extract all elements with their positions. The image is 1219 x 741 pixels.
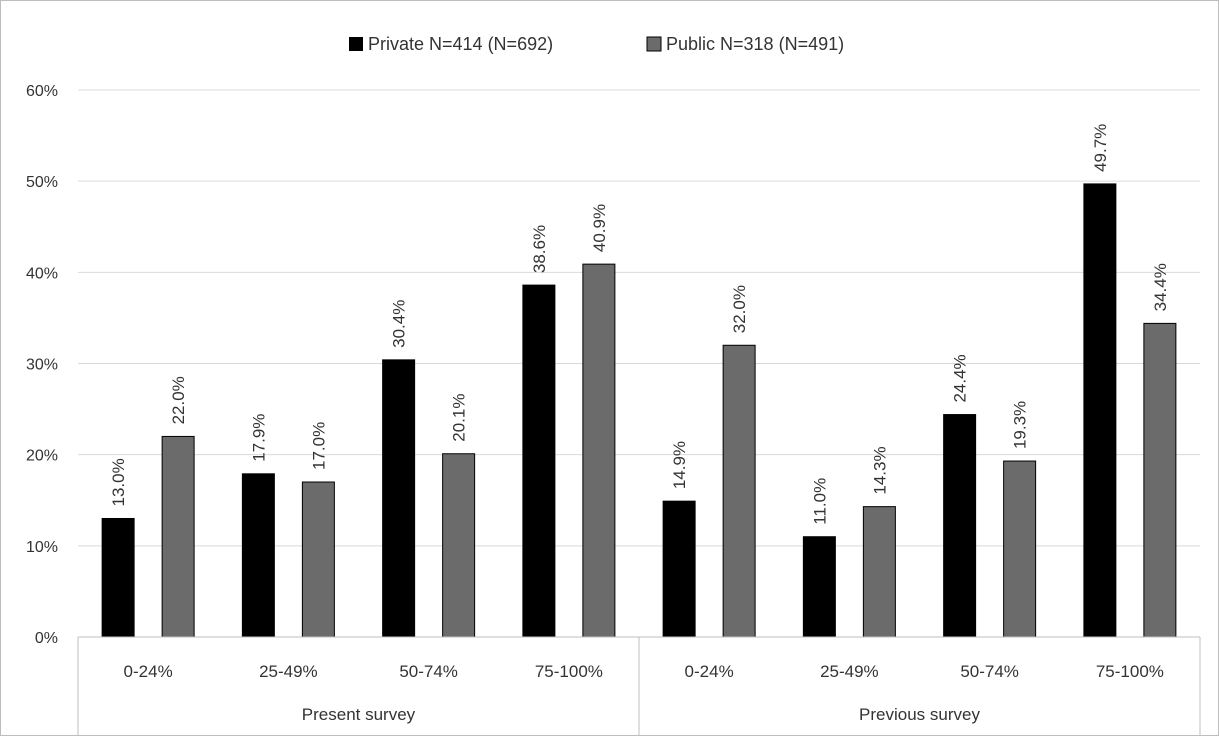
legend: Private N=414 (N=692) Public N=318 (N=49… — [349, 34, 844, 54]
data-label: 34.4% — [1151, 263, 1170, 311]
bars — [101, 183, 1177, 638]
group-label: Present survey — [302, 705, 416, 724]
x-tick-label: 50-74% — [960, 662, 1019, 681]
bar-public — [862, 506, 896, 638]
bar-public — [301, 481, 335, 638]
x-tick-label: 0-24% — [124, 662, 173, 681]
y-tick-label: 10% — [26, 539, 58, 556]
y-tick-label: 60% — [26, 83, 58, 100]
y-tick-label: 50% — [26, 174, 58, 191]
data-label: 14.3% — [870, 446, 889, 494]
data-label: 17.0% — [309, 422, 328, 470]
bar-private — [943, 414, 977, 638]
y-tick-label: 0% — [35, 630, 58, 647]
data-label: 19.3% — [1011, 401, 1030, 449]
bar-private — [522, 284, 556, 638]
bar-public — [161, 435, 195, 638]
y-tick-label: 30% — [26, 357, 58, 374]
x-tick-label: 75-100% — [535, 662, 603, 681]
data-labels: 13.0% 22.0% 17.9% 17.0% 30.4% 20.1% 38.6% 40.9%… — [109, 124, 1170, 525]
x-axis: 0-24% 25-49% 50-74% 75-100% 0-24% 25-49% 50-74… — [77, 636, 1201, 736]
data-label: 30.4% — [390, 300, 409, 348]
x-tick-label: 25-49% — [259, 662, 318, 681]
bar-private — [1083, 183, 1117, 638]
data-label: 24.4% — [951, 354, 970, 402]
bar-private — [802, 536, 836, 638]
y-axis: 0% 10% 20% 30% 40% 50% 60% — [26, 83, 58, 647]
data-label: 32.0% — [730, 285, 749, 333]
bar-private — [382, 359, 416, 638]
data-label: 40.9% — [590, 204, 609, 252]
data-label: 13.0% — [109, 458, 128, 506]
data-label: 17.9% — [249, 414, 268, 462]
y-tick-label: 40% — [26, 265, 58, 282]
data-label: 38.6% — [530, 225, 549, 273]
data-label: 14.9% — [670, 441, 689, 489]
data-label: 11.0% — [810, 478, 829, 525]
legend-swatch-public — [646, 36, 662, 52]
data-label: 49.7% — [1091, 124, 1110, 172]
bar-public — [582, 263, 616, 638]
bar-private — [662, 500, 696, 638]
bar-private — [101, 517, 135, 638]
y-tick-label: 20% — [26, 448, 58, 465]
bar-public — [442, 453, 476, 638]
x-tick-label: 0-24% — [685, 662, 734, 681]
bar-public — [1003, 460, 1037, 638]
data-label: 20.1% — [450, 394, 469, 442]
legend-swatch-private — [349, 37, 363, 51]
bar-public — [1143, 322, 1177, 638]
x-tick-label: 25-49% — [820, 662, 879, 681]
bar-private — [241, 473, 275, 638]
legend-label-private: Private N=414 (N=692) — [368, 34, 553, 54]
bar-public — [722, 344, 756, 638]
legend-label-public: Public N=318 (N=491) — [666, 34, 844, 54]
x-tick-label: 75-100% — [1096, 662, 1164, 681]
x-tick-label: 50-74% — [399, 662, 458, 681]
group-label: Previous survey — [859, 705, 980, 724]
data-label: 22.0% — [169, 376, 188, 424]
